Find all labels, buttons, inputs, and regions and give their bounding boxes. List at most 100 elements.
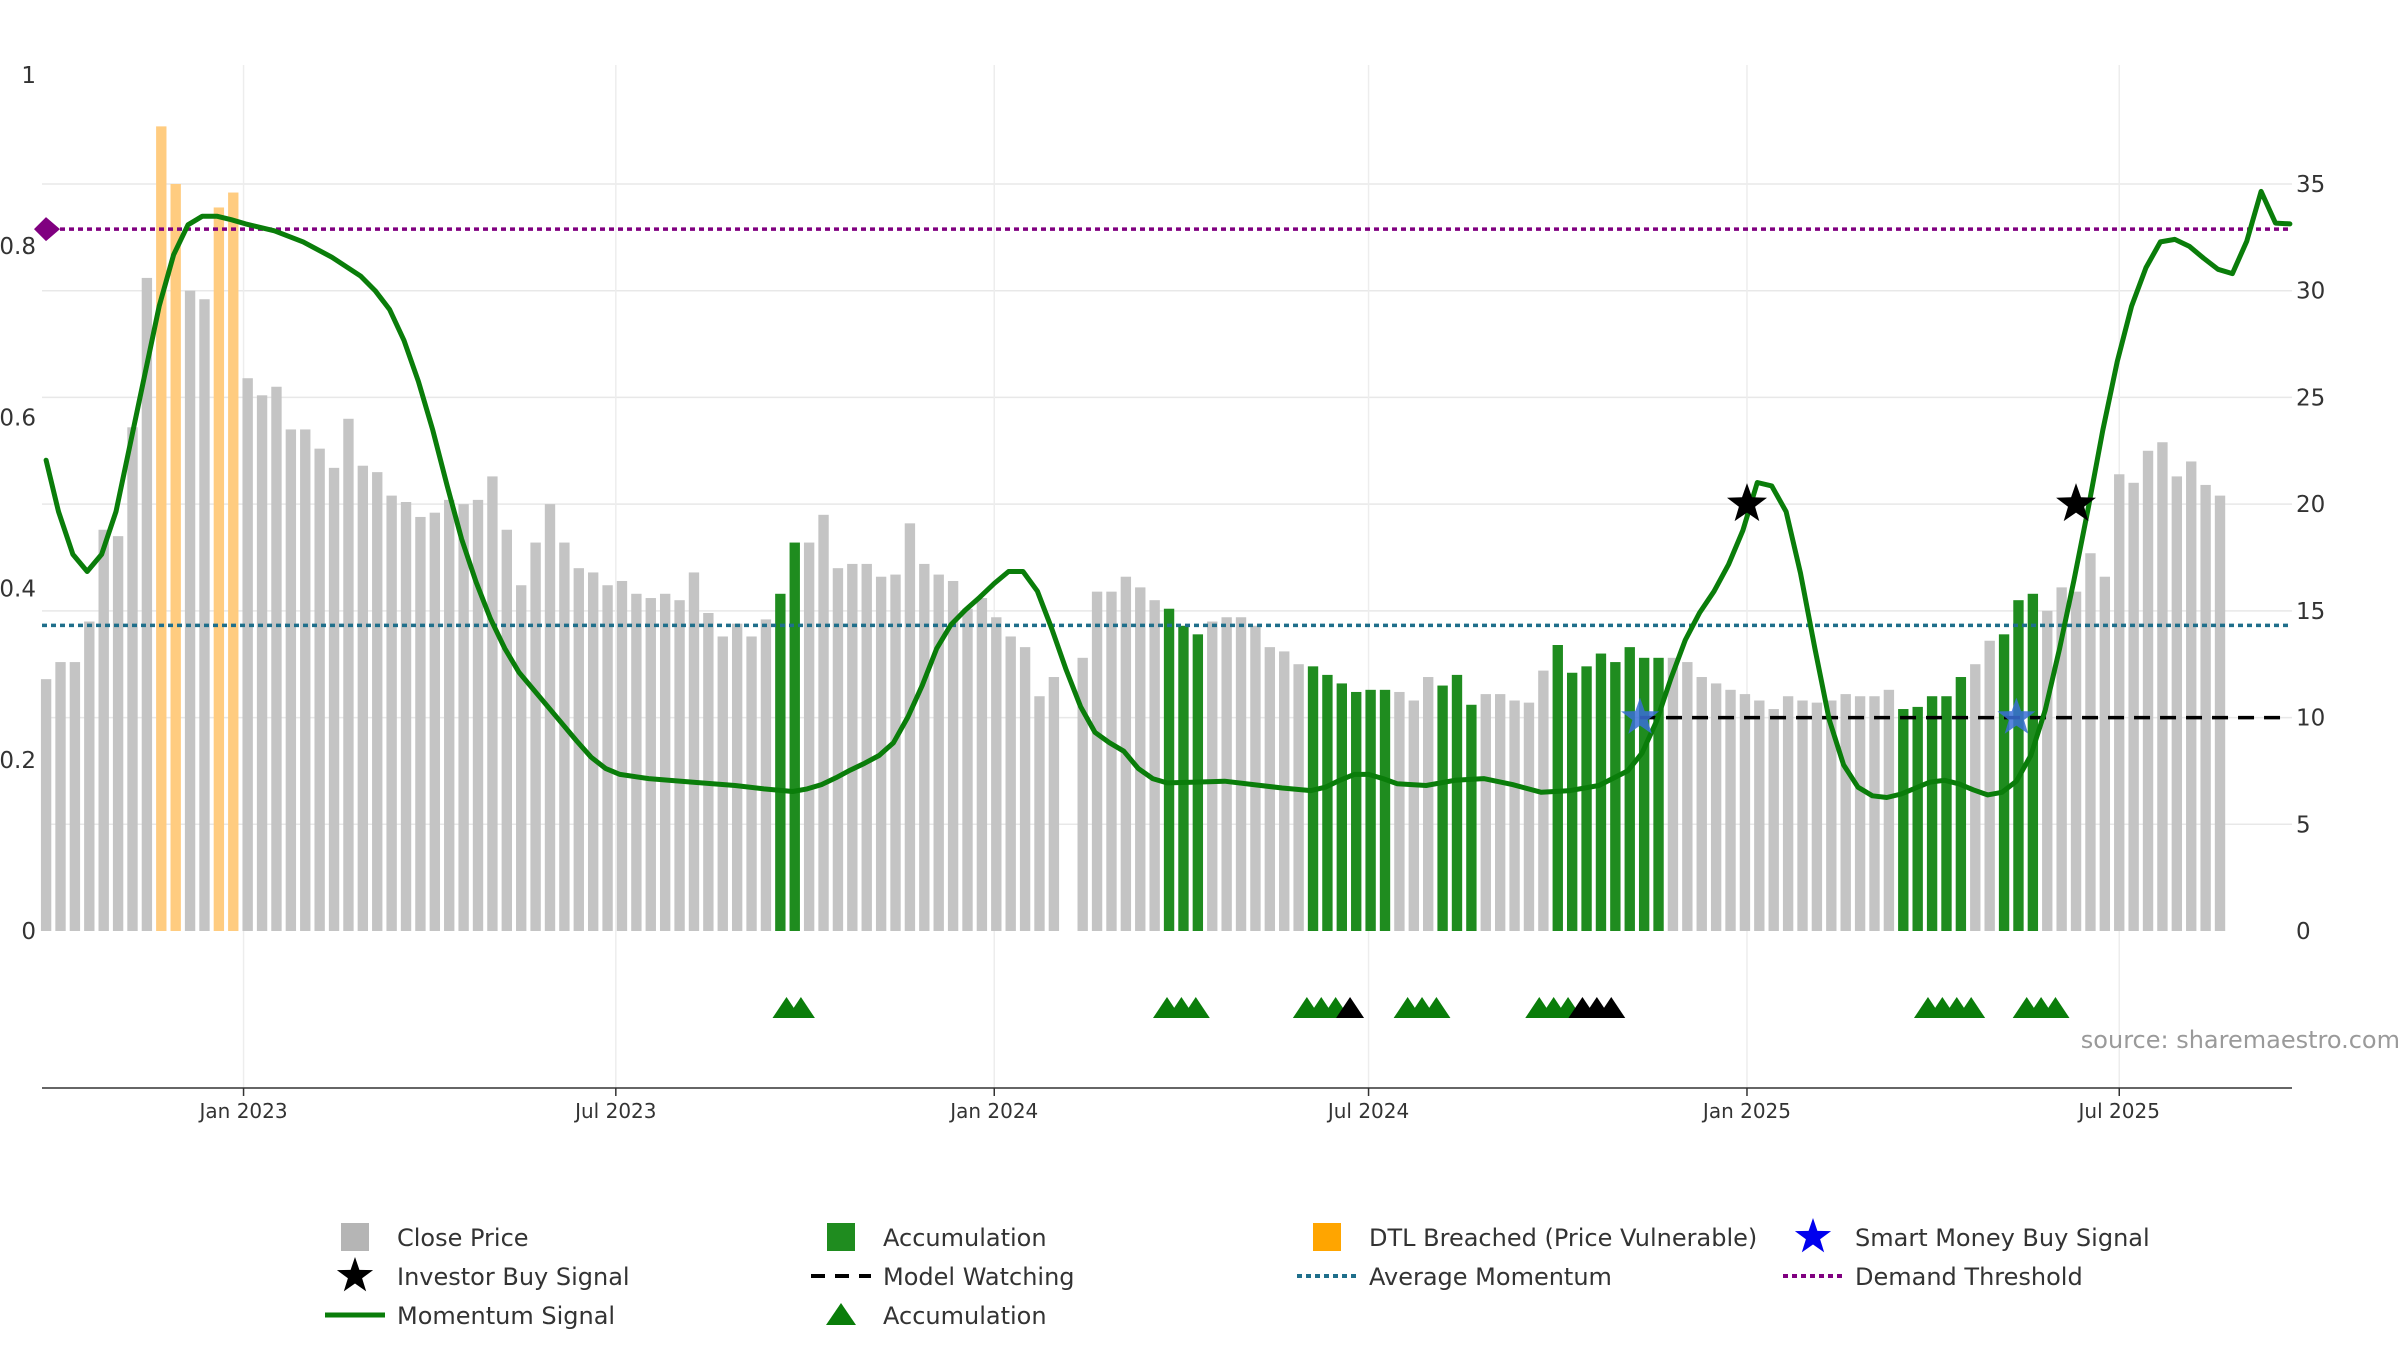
close-price-bar	[271, 386, 282, 931]
close-price-bar	[343, 418, 354, 931]
watermark: source: sharemaestro.com	[2081, 1026, 2400, 1054]
close-price-bar	[141, 277, 153, 931]
close-price-bar	[2142, 450, 2154, 931]
close-price-bar	[1235, 617, 1247, 931]
close-price-bar	[1509, 700, 1520, 931]
close-price-bar	[1221, 617, 1232, 931]
close-price-bar	[1394, 691, 1405, 931]
smart-money-buy-star	[1621, 697, 1660, 734]
close-price-bar	[1149, 600, 1160, 931]
close-price-bar	[256, 395, 268, 931]
legend-item: Accumulation	[826, 1302, 1047, 1330]
close-price-bar	[1048, 677, 1060, 931]
legend-swatch	[827, 1223, 855, 1251]
close-price-bar	[429, 512, 441, 931]
close-price-bar	[1494, 694, 1506, 931]
close-price-bar	[1667, 657, 1679, 931]
accumulation-bar	[1552, 645, 1563, 931]
right-axis-tick-label: 10	[2296, 706, 2325, 732]
close-price-bar	[1250, 625, 1261, 931]
close-price-bar	[559, 542, 570, 931]
accumulation-bar	[1566, 672, 1578, 931]
price-bars	[40, 126, 2226, 932]
accumulation-bar	[1998, 634, 2010, 931]
legend: Close Price Accumulation DTL Breached (Pri…	[325, 1218, 2150, 1330]
smart-money-buy-star	[1997, 697, 2036, 734]
close-price-bar	[458, 504, 469, 931]
dtl-breached-bar	[156, 126, 167, 932]
accumulation-bar	[1653, 657, 1664, 931]
accumulation-bar	[1638, 657, 1650, 931]
close-price-bar	[2214, 495, 2226, 931]
close-price-bar	[703, 612, 714, 931]
legend-item: Accumulation	[827, 1223, 1047, 1252]
legend-label: Model Watching	[883, 1263, 1075, 1291]
accumulation-bar	[1379, 689, 1391, 931]
right-axis-tick-label: 35	[2296, 172, 2325, 198]
close-price-bar	[861, 563, 872, 931]
close-price-bar	[1106, 591, 1117, 931]
close-price-bar	[1077, 657, 1088, 931]
accumulation-bar	[1595, 653, 1607, 931]
close-price-bar	[386, 495, 397, 931]
close-price-bar	[1682, 662, 1693, 931]
close-price-bar	[1826, 700, 1837, 931]
close-price-bar	[2128, 482, 2139, 931]
close-price-bar	[1091, 591, 1103, 931]
close-price-bar	[2099, 576, 2111, 931]
close-price-bar	[1293, 664, 1304, 931]
close-price-bar	[904, 523, 916, 931]
close-price-bar	[98, 529, 109, 931]
accumulation-marker	[1957, 997, 1986, 1018]
close-price-bar	[372, 472, 383, 931]
close-price-bar	[631, 593, 642, 931]
accumulation-bar	[1178, 625, 1189, 931]
investor-buy-star	[1727, 483, 1767, 522]
accumulation-bar	[1955, 677, 1967, 931]
close-price-bar	[688, 572, 700, 931]
close-price-bar	[1034, 696, 1045, 931]
close-price-bar	[501, 529, 512, 931]
left-axis-tick-label: 1	[21, 63, 36, 89]
right-axis-tick-label: 30	[2296, 279, 2325, 305]
close-price-bar	[2200, 484, 2211, 931]
accumulation-bar	[1351, 691, 1362, 931]
close-price-bar	[487, 476, 498, 931]
right-axis-tick-label: 20	[2296, 492, 2325, 518]
close-price-bar	[184, 290, 196, 931]
close-price-bar	[1019, 647, 1031, 931]
right-axis-tick-label: 5	[2296, 812, 2311, 838]
close-price-bar	[1797, 700, 1808, 931]
close-price-bar	[645, 598, 656, 931]
legend-star-icon	[1794, 1218, 1832, 1253]
close-price-bar	[1135, 587, 1146, 931]
close-price-bar	[328, 467, 340, 931]
accumulation-bar	[1941, 696, 1952, 931]
close-price-bar	[1869, 696, 1880, 931]
demand-threshold-marker	[34, 217, 60, 242]
accumulation-bar	[1163, 608, 1175, 931]
momentum-signal-line	[43, 188, 2293, 800]
close-price-bar	[674, 600, 685, 931]
legend-label: Accumulation	[883, 1302, 1047, 1330]
legend-label: DTL Breached (Price Vulnerable)	[1369, 1224, 1757, 1252]
close-price-bar	[84, 621, 95, 931]
close-price-bar	[2157, 442, 2168, 931]
accumulation-marker	[786, 997, 815, 1018]
legend-swatch	[1313, 1223, 1341, 1251]
left-axis-tick-label: 0.4	[0, 577, 36, 603]
close-price-bar	[832, 568, 844, 931]
accumulation-bar	[1437, 685, 1448, 931]
accumulation-bar	[1898, 709, 1909, 931]
close-price-bar	[659, 593, 671, 931]
close-price-bar	[199, 299, 210, 931]
legend-label: Momentum Signal	[397, 1302, 615, 1330]
close-price-bar	[1854, 696, 1866, 931]
close-price-bar	[444, 499, 455, 931]
close-price-bar	[357, 465, 369, 931]
accumulation-bar	[2013, 600, 2024, 931]
legend-item: DTL Breached (Price Vulnerable)	[1313, 1223, 1757, 1252]
legend-triangle-icon	[826, 1303, 856, 1325]
